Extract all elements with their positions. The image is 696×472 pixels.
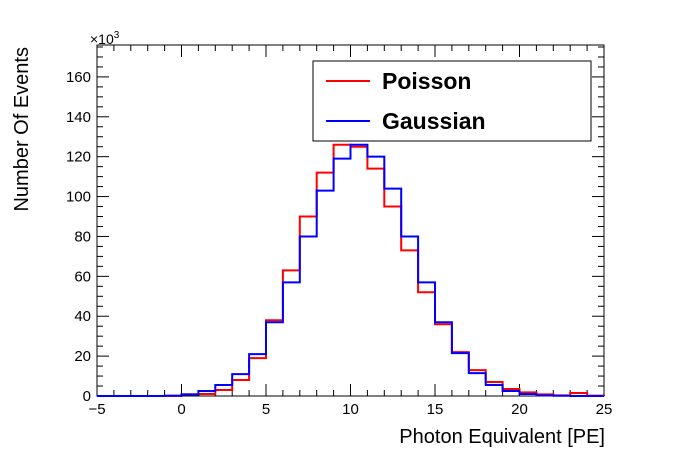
legend-box <box>312 60 592 142</box>
y-axis-exponent-label: ×103 <box>90 30 120 47</box>
histogram-series <box>97 143 605 397</box>
x-tick-label: 25 <box>596 401 613 418</box>
y-tick-label: 0 <box>83 388 91 405</box>
series-gaussian <box>97 143 604 397</box>
y-tick-label: 60 <box>74 268 91 285</box>
series-poisson <box>97 143 605 397</box>
x-axis-title: Photon Equivalent [PE] <box>399 426 605 448</box>
y-tick-label: 100 <box>66 189 91 206</box>
y-axis-title: Number Of Events <box>11 47 33 212</box>
y-tick-label: 120 <box>66 149 91 166</box>
y-tick-label: 140 <box>66 109 91 126</box>
x-tick-label: −5 <box>88 401 105 418</box>
y-tick-label: 80 <box>74 228 91 245</box>
y-tick-label: 40 <box>74 308 91 325</box>
legend: Poisson Gaussian <box>312 60 592 142</box>
x-tick-label: 15 <box>427 401 444 418</box>
y-tick-label: 20 <box>74 348 91 365</box>
x-tick-label: 20 <box>511 401 528 418</box>
y-tick-label: 160 <box>66 69 91 86</box>
legend-label-poisson: Poisson <box>382 68 471 94</box>
x-tick-label: 10 <box>342 401 359 418</box>
x-tick-label: 5 <box>262 401 270 418</box>
legend-label-gaussian: Gaussian <box>382 108 486 134</box>
x-tick-label: 0 <box>177 401 185 418</box>
